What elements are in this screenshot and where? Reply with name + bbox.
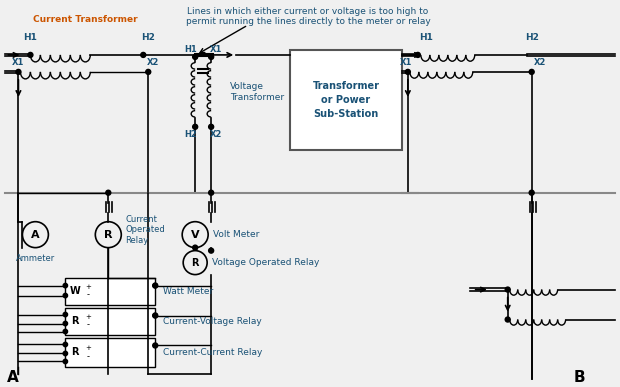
Circle shape (193, 245, 198, 250)
Circle shape (63, 321, 68, 326)
Circle shape (63, 342, 68, 347)
Text: Volt Meter: Volt Meter (213, 230, 260, 239)
Text: -: - (87, 353, 90, 361)
Text: H2: H2 (141, 33, 155, 43)
Text: R: R (71, 316, 79, 326)
Text: +: + (86, 284, 91, 290)
Circle shape (28, 52, 33, 57)
Text: W: W (70, 286, 81, 296)
Text: Current Transformer: Current Transformer (33, 15, 138, 24)
Text: X2: X2 (210, 130, 223, 139)
Text: H2: H2 (525, 33, 539, 43)
Text: +: + (86, 314, 91, 320)
Circle shape (529, 69, 534, 74)
Circle shape (153, 283, 157, 288)
Text: R: R (192, 258, 199, 268)
Text: H2: H2 (184, 130, 197, 139)
Text: Voltage Operated Relay: Voltage Operated Relay (212, 258, 319, 267)
Text: Current
Operated
Relay: Current Operated Relay (125, 215, 165, 245)
Bar (65, 337, 155, 368)
Circle shape (63, 293, 68, 298)
Text: A: A (31, 229, 40, 240)
Circle shape (505, 317, 510, 322)
Circle shape (153, 313, 157, 318)
Text: Lines in which either current or voltage is too high to
permit running the lines: Lines in which either current or voltage… (185, 7, 430, 26)
Circle shape (141, 52, 146, 57)
Text: Voltage
Transformer: Voltage Transformer (230, 82, 284, 101)
Circle shape (63, 359, 68, 364)
Text: H1: H1 (24, 33, 37, 43)
Circle shape (209, 248, 214, 253)
Text: R: R (104, 229, 113, 240)
Circle shape (146, 69, 151, 74)
Text: H1: H1 (184, 45, 197, 55)
Bar (290, 50, 402, 150)
Circle shape (153, 313, 157, 318)
Circle shape (415, 52, 420, 57)
Text: Ammeter: Ammeter (16, 253, 55, 263)
Circle shape (153, 283, 157, 288)
Text: A: A (7, 370, 19, 385)
Text: X1: X1 (210, 45, 223, 55)
Circle shape (209, 55, 214, 60)
Text: X1: X1 (400, 58, 412, 67)
Circle shape (153, 343, 157, 348)
Circle shape (63, 329, 68, 334)
Circle shape (193, 55, 198, 60)
Circle shape (63, 283, 68, 288)
Text: +: + (86, 345, 91, 351)
Text: R: R (71, 348, 79, 358)
Circle shape (63, 312, 68, 317)
Text: H1: H1 (419, 33, 433, 43)
Bar (65, 308, 155, 334)
Text: -: - (87, 320, 90, 330)
Text: B: B (574, 370, 585, 385)
Text: -: - (87, 291, 90, 300)
Circle shape (16, 69, 21, 74)
Circle shape (209, 190, 214, 195)
Text: Current-Current Relay: Current-Current Relay (163, 348, 263, 357)
Text: Current-Voltage Relay: Current-Voltage Relay (163, 317, 262, 325)
Circle shape (63, 351, 68, 356)
Text: X2: X2 (533, 58, 546, 67)
Text: Transformer
or Power
Sub-Station: Transformer or Power Sub-Station (312, 81, 379, 119)
Circle shape (106, 190, 111, 195)
Text: Watt Meter: Watt Meter (163, 286, 213, 296)
Circle shape (405, 69, 410, 74)
Circle shape (193, 124, 198, 129)
Bar (65, 277, 155, 305)
Text: V: V (191, 229, 200, 240)
Text: X1: X1 (12, 58, 25, 67)
Text: X2: X2 (147, 58, 159, 67)
Circle shape (209, 124, 214, 129)
Circle shape (505, 287, 510, 292)
Circle shape (529, 190, 534, 195)
